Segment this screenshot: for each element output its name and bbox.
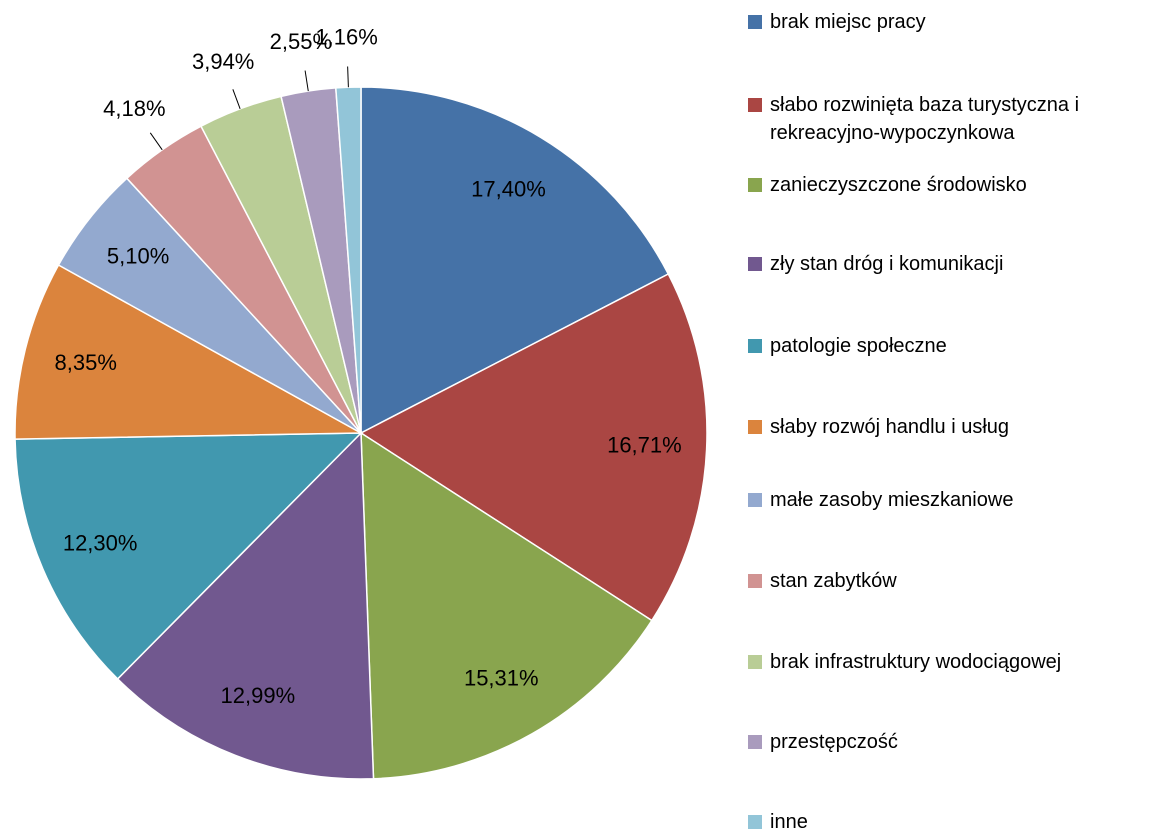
- legend-swatch: [748, 98, 762, 112]
- data-label: 5,10%: [107, 243, 169, 268]
- legend-item: zły stan dróg i komunikacji: [748, 250, 1003, 278]
- legend-label: patologie społeczne: [770, 335, 947, 357]
- legend-label: słaby rozwój handlu i usług: [770, 416, 1010, 438]
- leader-line: [149, 132, 163, 151]
- data-label: 15,31%: [464, 665, 539, 690]
- legend-label: zły stan dróg i komunikacji: [770, 253, 1004, 275]
- legend-swatch: [748, 420, 762, 434]
- leader-line: [232, 89, 241, 109]
- pie-slice: [360, 431, 653, 780]
- legend-item: brak infrastruktury wodociągowej: [748, 648, 1061, 676]
- leader-line: [304, 70, 309, 92]
- legend-label: stan zabytków: [770, 570, 897, 592]
- legend-label: brak infrastruktury wodociągowej: [770, 651, 1062, 673]
- legend-label: brak miejsc pracy: [770, 11, 926, 33]
- legend-item: patologie społeczne: [748, 332, 947, 360]
- legend-label: przestępczość: [770, 731, 898, 753]
- legend-item: inne: [748, 808, 808, 830]
- legend-swatch: [748, 735, 762, 749]
- pie-slice: [14, 432, 363, 681]
- pie-slice: [334, 86, 362, 434]
- legend-swatch: [748, 257, 762, 271]
- data-label: 4,18%: [103, 96, 165, 121]
- data-label: 12,99%: [221, 683, 296, 708]
- legend-swatch: [748, 178, 762, 192]
- data-label: 12,30%: [63, 530, 138, 555]
- data-label: 16,71%: [607, 432, 682, 457]
- legend-label: małe zasoby mieszkaniowe: [770, 489, 1014, 511]
- legend-label: słabo rozwinięta baza turystyczna i rekr…: [770, 94, 1080, 144]
- pie-area: 17,40% 16,71% 15,31% 12,99% 12,30% 8,35% 5,10%…: [14, 25, 708, 780]
- legend-label: inne: [770, 811, 808, 830]
- legend-item: słaby rozwój handlu i usług: [748, 413, 1009, 441]
- data-label: 3,94%: [192, 49, 254, 74]
- legend-item: małe zasoby mieszkaniowe: [748, 486, 1013, 514]
- data-label: 17,40%: [471, 176, 546, 201]
- legend-item: przestępczość: [748, 728, 898, 756]
- leader-line: [347, 66, 349, 88]
- pie-slice: [359, 273, 708, 622]
- legend-item: słabo rozwinięta baza turystyczna i rekr…: [748, 91, 1092, 147]
- legend-label: zanieczyszczone środowisko: [770, 174, 1027, 196]
- pie-slice: [14, 263, 364, 440]
- legend-swatch: [748, 815, 762, 829]
- legend-item: zanieczyszczone środowisko: [748, 171, 1027, 199]
- pie-slice: [360, 86, 670, 435]
- pie-slice: [116, 431, 375, 780]
- legend-swatch: [748, 655, 762, 669]
- legend-swatch: [748, 15, 762, 29]
- data-label: 2,55%: [270, 29, 332, 54]
- legend-swatch: [748, 574, 762, 588]
- legend-item: brak miejsc pracy: [748, 8, 926, 36]
- legend-swatch: [748, 339, 762, 353]
- data-label: 8,35%: [55, 350, 117, 375]
- legend-swatch: [748, 493, 762, 507]
- data-label: 1,16%: [315, 25, 377, 50]
- legend-item: stan zabytków: [748, 567, 897, 595]
